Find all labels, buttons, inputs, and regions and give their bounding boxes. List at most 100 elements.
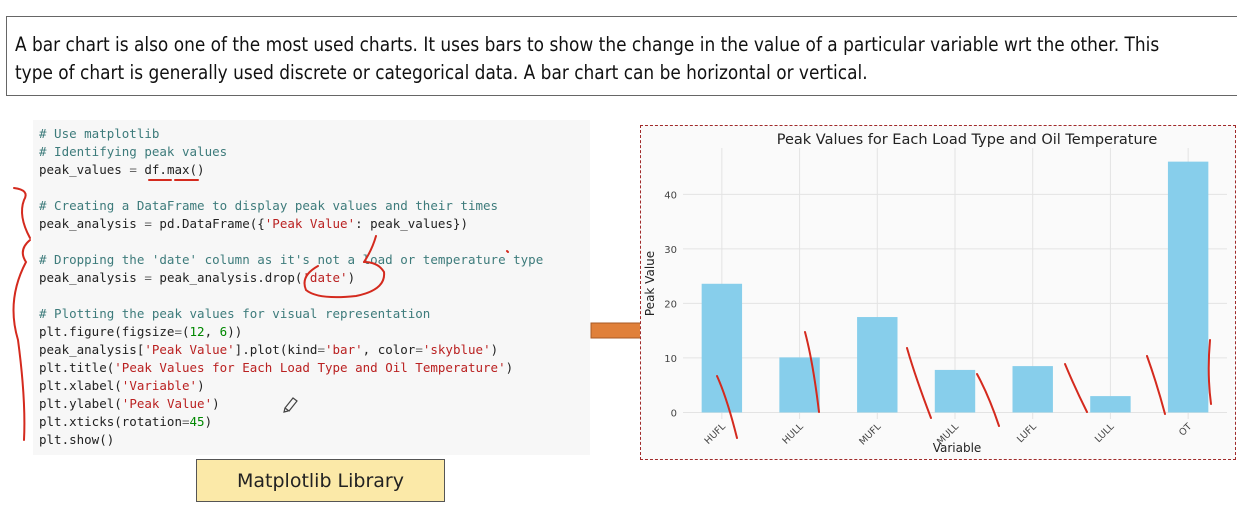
bar-ot: [1167, 161, 1209, 413]
code-token: df: [136, 162, 160, 177]
bar-mull: [934, 369, 976, 413]
code-token: 45: [189, 414, 205, 429]
check-mark: [1064, 363, 1088, 413]
y-tick-label: 0: [671, 408, 677, 419]
code-token: 'Peak Values for Each Load Type and Oil …: [114, 360, 506, 375]
code-token: peak_analysis: [39, 270, 145, 285]
x-tick-label: HULL: [780, 421, 806, 447]
check-mark: [804, 331, 820, 413]
check-mark: [976, 373, 1000, 427]
code-line: plt.xticks(rotation=45): [39, 413, 212, 431]
left-brace-mark: [13, 187, 31, 239]
code-token: plt.title(: [39, 360, 115, 375]
code-token: , color: [362, 342, 416, 357]
code-token: ].plot(kind: [234, 342, 318, 357]
code-line: # Creating a DataFrame to display peak v…: [39, 197, 498, 215]
x-tick-label: OT: [1177, 421, 1194, 438]
x-tick-label: MUFL: [857, 421, 884, 448]
description-line-2: type of chart is generally used discrete…: [15, 61, 868, 84]
code-token: peak_analysis: [39, 216, 145, 231]
code-token: 6: [219, 324, 228, 339]
y-axis-label: Peak Value: [643, 251, 657, 316]
bar-hull: [779, 357, 820, 413]
code-token: pd.DataFrame({: [151, 216, 265, 231]
code-line: # Identifying peak values: [39, 143, 227, 161]
code-token: =: [174, 324, 182, 339]
code-token: =: [129, 162, 137, 177]
code-token: # Identifying peak values: [39, 144, 228, 159]
y-tick-label: 10: [664, 354, 677, 365]
code-token: =: [144, 270, 152, 285]
code-token: # Creating a DataFrame to display peak v…: [39, 198, 499, 213]
code-token: ): [197, 378, 205, 393]
code-token: plt.ylabel(: [39, 396, 122, 411]
code-token: ): [490, 342, 499, 357]
code-token: # Plotting the peak values for visual re…: [39, 306, 431, 321]
check-mark: [716, 375, 738, 439]
code-token: 'Peak Value': [144, 342, 235, 357]
code-token: : peak_values}): [355, 216, 468, 231]
bar-lull: [1090, 396, 1131, 413]
code-cell: # Use matplotlib # Identifying peak value…: [33, 120, 590, 455]
code-token: =: [415, 342, 423, 357]
code-token: ): [347, 270, 356, 285]
code-token: peak_analysis.drop(: [151, 270, 303, 285]
code-token: (): [189, 162, 205, 177]
code-token: max: [166, 162, 190, 177]
y-tick-label: 30: [664, 245, 677, 256]
library-label: Matplotlib Library: [196, 459, 445, 502]
left-bracket-mark: [12, 239, 31, 441]
code-token: 12: [189, 324, 205, 339]
code-line: peak_analysis = pd.DataFrame({'Peak Valu…: [39, 215, 468, 233]
chart-title: Peak Values for Each Load Type and Oil T…: [777, 132, 1158, 148]
code-token: # Use matplotlib: [39, 126, 160, 141]
code-token: 'Variable': [121, 378, 198, 393]
code-token: 'bar': [325, 342, 363, 357]
x-axis-label: Variable: [933, 441, 982, 455]
code-token: plt.figure(figsize: [39, 324, 175, 339]
x-tick-label: LUFL: [1015, 421, 1039, 445]
code-line: plt.ylabel('Peak Value'): [39, 395, 220, 413]
description-line-1: A bar chart is also one of the most used…: [15, 33, 1160, 56]
code-line: plt.show(): [39, 431, 114, 449]
description-text: A bar chart is also one of the most used…: [15, 31, 1160, 87]
code-line: plt.figure(figsize=(12, 6)): [39, 323, 242, 341]
description-box: A bar chart is also one of the most used…: [6, 16, 1237, 96]
code-token: ,: [204, 324, 220, 339]
code-token: .: [159, 162, 167, 177]
code-token: # Dropping the 'date' column as it's not…: [39, 252, 544, 267]
code-line: peak_values = df.max(): [39, 161, 205, 179]
code-token: peak_values: [39, 162, 130, 177]
x-tick-label: HUFL: [703, 421, 729, 447]
check-mark: [1146, 355, 1166, 415]
code-token: peak_analysis[: [39, 342, 145, 357]
code-token: 'Peak Value': [264, 216, 356, 231]
code-token: 'date': [302, 270, 348, 285]
code-token: =: [182, 414, 190, 429]
x-tick-label: LULL: [1093, 421, 1117, 445]
code-line: peak_analysis = peak_analysis.drop('date…: [39, 269, 355, 287]
code-token: plt.xlabel(: [39, 378, 122, 393]
code-token: plt.xticks(rotation: [39, 414, 182, 429]
code-token: ): [204, 414, 213, 429]
code-token: (: [182, 324, 190, 339]
code-line: # Use matplotlib: [39, 125, 159, 143]
chart-frame: 0 10 20 30 40 HUFL HULL MUFL MULL LUFL LULL OT Peak …: [640, 125, 1236, 460]
code-line: plt.xlabel('Variable'): [39, 377, 205, 395]
y-tick-label: 20: [664, 299, 677, 310]
code-token: 'Peak Value': [121, 396, 213, 411]
code-line: # Plotting the peak values for visual re…: [39, 305, 430, 323]
bar-mufl: [857, 317, 898, 413]
code-line: # Dropping the 'date' column as it's not…: [39, 251, 543, 269]
code-token: =: [317, 342, 325, 357]
code-token: ): [505, 360, 514, 375]
code-line: plt.title('Peak Values for Each Load Typ…: [39, 359, 513, 377]
check-mark: [906, 347, 932, 419]
code-line: peak_analysis['Peak Value'].plot(kind='b…: [39, 341, 498, 359]
bar-hufl: [701, 283, 743, 413]
bar-lufl: [1012, 366, 1053, 413]
code-token: 'skyblue': [422, 342, 491, 357]
y-tick-label: 40: [664, 190, 677, 201]
code-token: plt.show(): [39, 432, 115, 447]
